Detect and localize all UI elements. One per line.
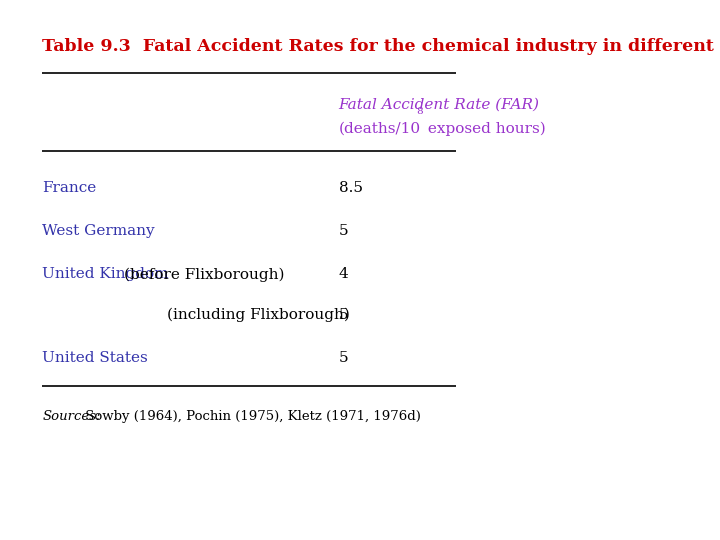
Text: Sowby (1964), Pochin (1975), Kletz (1971, 1976d): Sowby (1964), Pochin (1975), Kletz (1971…	[81, 410, 421, 423]
Text: 5: 5	[338, 308, 348, 322]
Text: 4: 4	[338, 267, 348, 281]
Text: (before Flixborough): (before Flixborough)	[124, 267, 284, 282]
Text: (including Flixborough): (including Flixborough)	[167, 308, 350, 322]
Text: 5: 5	[338, 224, 348, 238]
Text: United Kingdom: United Kingdom	[42, 267, 168, 281]
Text: 8.5: 8.5	[338, 181, 363, 195]
Text: Sources:: Sources:	[42, 410, 101, 423]
Text: 5: 5	[338, 351, 348, 365]
Text: France: France	[42, 181, 96, 195]
Text: Fatal Accident Rate (FAR): Fatal Accident Rate (FAR)	[338, 97, 539, 111]
Text: 8: 8	[417, 107, 423, 117]
Text: exposed hours): exposed hours)	[423, 122, 546, 136]
Text: United States: United States	[42, 351, 148, 365]
Text: Table 9.3  Fatal Accident Rates for the chemical industry in different contries: Table 9.3 Fatal Accident Rates for the c…	[42, 38, 720, 55]
Text: (deaths/10: (deaths/10	[338, 122, 420, 136]
Text: West Germany: West Germany	[42, 224, 155, 238]
